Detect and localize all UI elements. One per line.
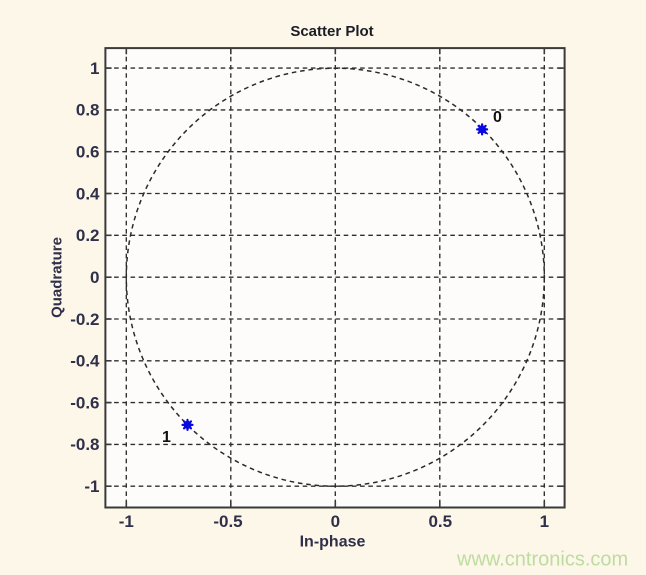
svg-text:0.4: 0.4 (76, 184, 100, 203)
svg-text:-0.4: -0.4 (70, 352, 100, 371)
svg-text:0.8: 0.8 (76, 101, 100, 120)
svg-text:1: 1 (162, 429, 171, 446)
svg-text:0.2: 0.2 (76, 226, 100, 245)
svg-text:www.cntronics.com: www.cntronics.com (456, 549, 628, 571)
svg-text:0.5: 0.5 (428, 512, 452, 531)
svg-text:-0.8: -0.8 (70, 435, 99, 454)
svg-text:0.6: 0.6 (76, 143, 100, 162)
svg-text:Scatter Plot: Scatter Plot (290, 23, 373, 40)
svg-text:-0.5: -0.5 (213, 512, 242, 531)
svg-text:0: 0 (331, 512, 340, 531)
svg-text:-0.6: -0.6 (70, 393, 99, 412)
svg-text:-1: -1 (84, 477, 99, 496)
svg-text:1: 1 (540, 512, 549, 531)
svg-text:-0.2: -0.2 (70, 310, 99, 329)
svg-text:-1: -1 (119, 512, 134, 531)
svg-text:In-phase: In-phase (300, 534, 366, 551)
svg-text:1: 1 (90, 59, 99, 78)
svg-text:0: 0 (90, 268, 99, 287)
svg-text:0: 0 (493, 109, 502, 126)
svg-text:Quadrature: Quadrature (49, 237, 66, 318)
